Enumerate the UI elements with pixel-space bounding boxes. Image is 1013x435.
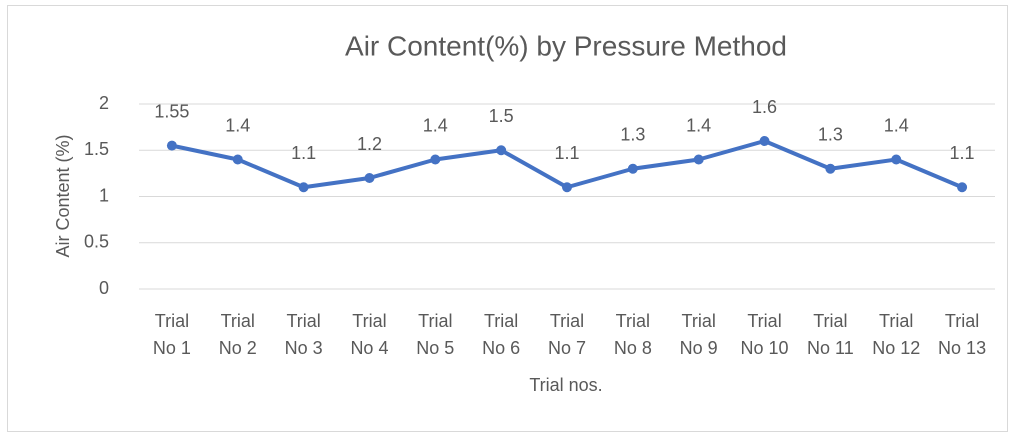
data-point <box>430 154 441 165</box>
data-point <box>562 182 572 193</box>
x-tick-label: Trial No 13 <box>938 311 986 358</box>
x-tick-label: Trial No 1 <box>153 311 191 358</box>
data-label: 1.3 <box>620 125 645 145</box>
y-tick-label: 2 <box>99 93 109 113</box>
x-axis-label: Trial nos. <box>529 375 602 395</box>
data-label: 1.6 <box>752 97 777 117</box>
x-tick-label: Trial No 5 <box>416 311 454 358</box>
data-point <box>693 154 704 165</box>
x-tick-label: Trial No 12 <box>872 311 920 358</box>
y-axis-label: Air Content (%) <box>53 134 73 257</box>
data-label: 1.4 <box>686 115 711 135</box>
data-point <box>627 163 638 174</box>
data-point <box>891 154 902 165</box>
data-label: 1.3 <box>818 125 843 145</box>
x-tick-label: Trial No 9 <box>680 311 718 358</box>
chart-border <box>7 5 1008 432</box>
data-label: 1.2 <box>357 134 382 154</box>
x-tick-label: Trial No 11 <box>807 311 854 358</box>
data-label: 1.55 <box>154 101 189 121</box>
data-point <box>825 163 836 174</box>
data-label: 1.4 <box>884 115 909 135</box>
x-tick-label: Trial No 2 <box>219 311 257 358</box>
data-point <box>166 140 177 151</box>
x-tick-label: Trial No 10 <box>741 311 789 358</box>
y-tick-label: 0 <box>99 278 109 298</box>
data-label: 1.1 <box>291 143 316 163</box>
y-tick-label: 1 <box>99 185 109 205</box>
data-point <box>364 173 375 183</box>
data-point <box>298 182 309 193</box>
x-tick-label: Trial No 6 <box>482 311 520 358</box>
x-tick-label: Trial No 4 <box>350 311 388 358</box>
data-point <box>232 154 243 165</box>
y-tick-label: 0.5 <box>84 232 109 252</box>
data-label: 1.4 <box>225 115 250 135</box>
x-tick-label: Trial No 8 <box>614 311 652 358</box>
y-tick-label: 1.5 <box>84 139 109 159</box>
x-tick-label: Trial No 3 <box>285 311 323 358</box>
x-tick-label: Trial No 7 <box>548 311 586 358</box>
data-point <box>957 182 968 193</box>
data-label: 1.4 <box>423 115 448 135</box>
data-point <box>759 136 770 146</box>
chart-title: Air Content(%) by Pressure Method <box>345 30 787 61</box>
data-label: 1.1 <box>554 143 579 163</box>
data-label: 1.1 <box>950 143 975 163</box>
data-label: 1.5 <box>489 106 514 126</box>
data-point <box>496 145 507 156</box>
